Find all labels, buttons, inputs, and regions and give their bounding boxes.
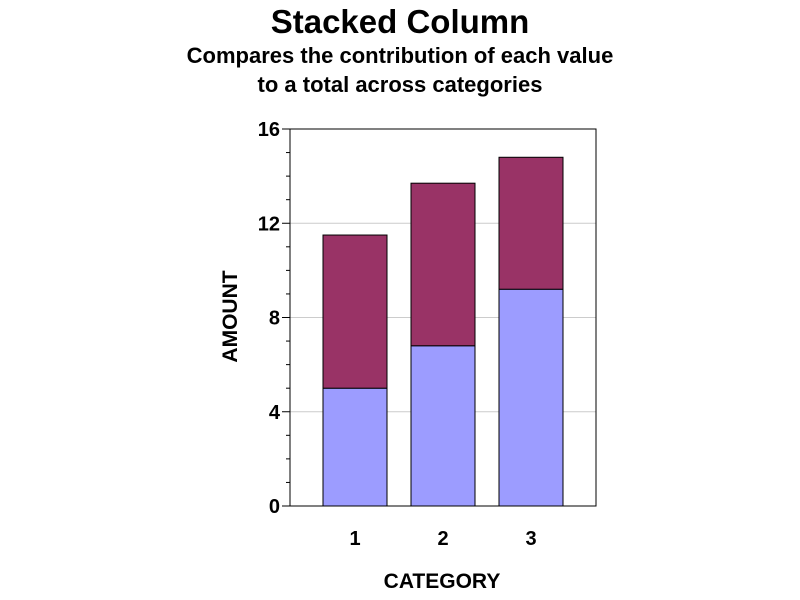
- bar-segment-cat2-series1: [410, 345, 476, 507]
- bar-segment-cat3-series1: [498, 288, 564, 507]
- bar-segment-cat2-series2: [410, 182, 476, 347]
- y-tick-label: 4: [269, 402, 281, 424]
- y-tick-label: 16: [258, 119, 280, 141]
- chart-subtitle-line-1: Compares the contribution of each value: [186, 43, 614, 68]
- y-tick-label: 8: [269, 308, 280, 330]
- x-tick-label: 2: [437, 528, 448, 550]
- y-axis-label: AMOUNT: [219, 270, 242, 362]
- x-axis-label: CATEGORY: [384, 570, 501, 593]
- y-axis: 0 4 8 12 16: [258, 119, 290, 518]
- x-axis: 1 2 3: [349, 528, 536, 550]
- x-tick-label: 1: [349, 528, 360, 550]
- x-tick-label: 3: [525, 528, 536, 550]
- bar-segment-cat1-series2: [322, 234, 388, 389]
- bars: [322, 156, 564, 507]
- y-tick-label: 12: [258, 213, 280, 235]
- bar-segment-cat1-series1: [322, 387, 388, 507]
- bar-segment-cat3-series2: [498, 156, 564, 290]
- chart-subtitle-line-2: to a total across categories: [257, 72, 543, 97]
- y-tick-label: 0: [269, 496, 280, 518]
- chart-title: Stacked Column: [270, 3, 530, 40]
